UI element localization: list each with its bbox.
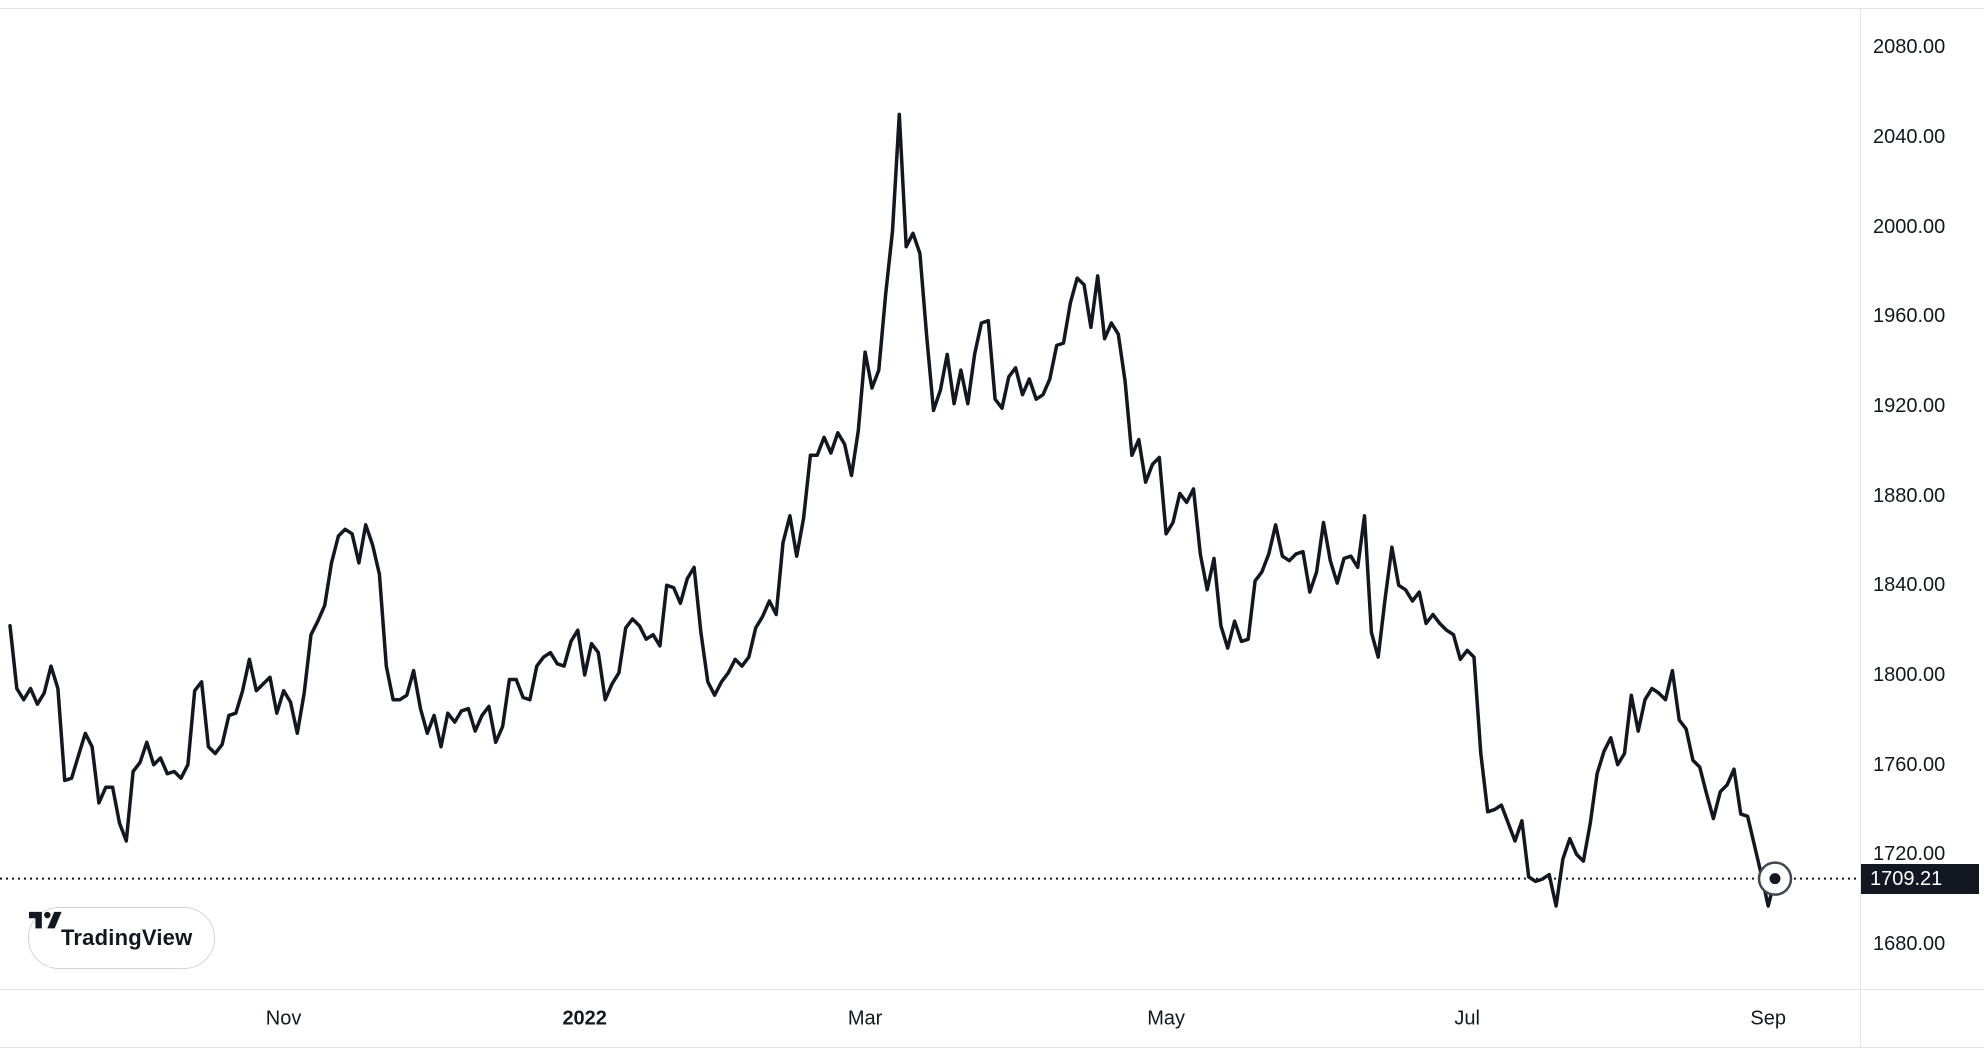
tradingview-logo-text: TradingView	[61, 925, 193, 950]
price-axis-label: 1840.00	[1873, 574, 1946, 597]
price-axis-label: 1920.00	[1873, 394, 1946, 417]
price-axis-label: 1960.00	[1873, 305, 1946, 328]
price-axis-label: 1720.00	[1873, 843, 1946, 866]
time-axis-label: Jul	[1454, 1007, 1480, 1029]
price-axis-label: 1760.00	[1873, 753, 1946, 776]
price-axis[interactable]: 1709.21 2080.00 2040.00 2000.00 1960.00 1920…	[1860, 9, 1984, 989]
price-axis-label: 1800.00	[1873, 664, 1946, 687]
axis-corner	[1860, 989, 1984, 1047]
price-axis-label: 2000.00	[1873, 215, 1946, 238]
time-axis-label: May	[1147, 1007, 1185, 1029]
tradingview-logo[interactable]: TradingView	[28, 907, 216, 969]
price-axis-label: 1680.00	[1873, 933, 1946, 956]
price-axis-label: 1880.00	[1873, 484, 1946, 507]
price-axis-label: 2080.00	[1873, 36, 1946, 59]
time-axis[interactable]: Nov 2022 Mar May Jul Sep	[0, 989, 1860, 1047]
time-axis-label: Mar	[847, 1007, 883, 1029]
time-axis-label: Sep	[1750, 1007, 1786, 1029]
price-chart-svg	[0, 112, 1860, 908]
price-line-series	[8, 112, 1777, 908]
chart-widget: TradingView 1709.21 2080.00 2040.00 2000.0…	[0, 8, 1984, 1048]
time-axis-label: 2022	[562, 1007, 607, 1029]
last-price-badge: 1709.21	[1861, 863, 1979, 894]
price-axis-label: 2040.00	[1873, 125, 1946, 148]
last-value-marker-dot	[1769, 873, 1781, 885]
time-axis-label: Nov	[265, 1007, 302, 1029]
chart-pane[interactable]: TradingView	[0, 9, 1860, 989]
